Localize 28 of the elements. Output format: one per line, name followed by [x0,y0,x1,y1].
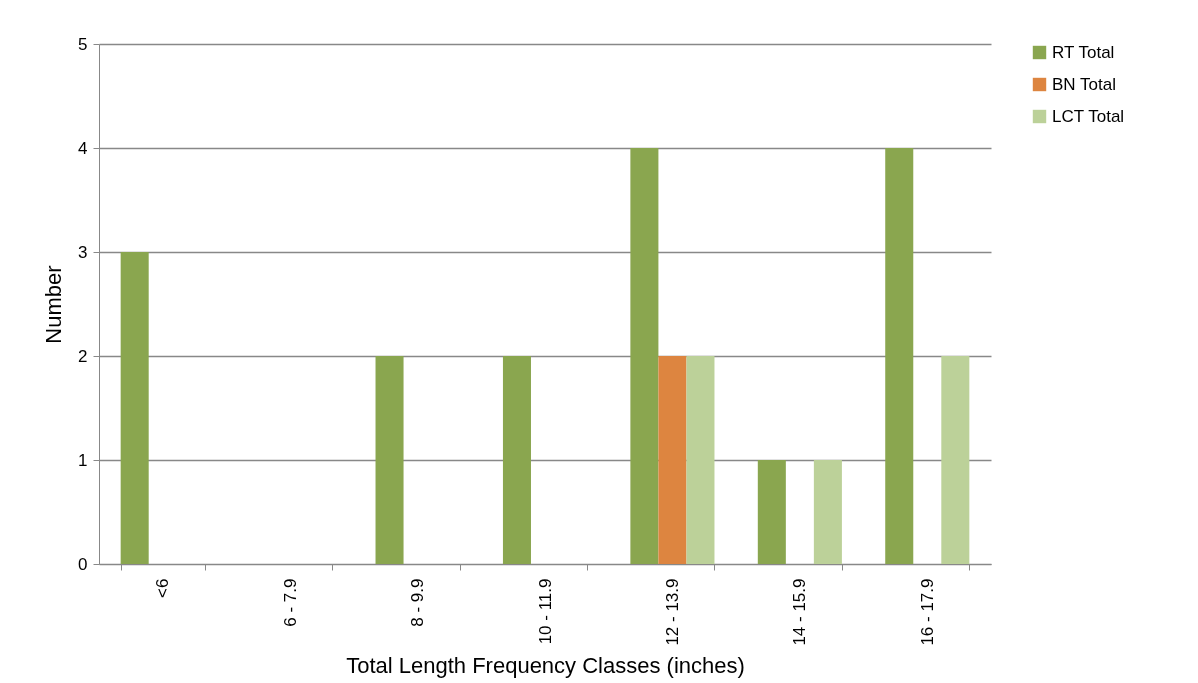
y-tick-label: 2 [78,346,88,366]
y-tick-label: 5 [78,34,88,54]
bar [375,356,404,564]
bar [658,356,687,564]
legend-label: RT Total [1052,42,1115,62]
y-tick-label: 3 [78,242,88,262]
x-tick-label: 12 - 13.9 [662,578,682,646]
bar [885,148,914,564]
x-tick-label: 8 - 9.9 [408,578,428,627]
bar [813,460,842,564]
y-tick-label: 1 [78,450,88,470]
y-tick-label: 4 [78,138,88,158]
bar [502,356,531,564]
x-tick-label: 10 - 11.9 [535,578,555,645]
legend-label: BN Total [1052,74,1116,94]
bar [630,148,659,564]
x-axis-title: Total Length Frequency Classes (inches) [346,652,745,678]
y-tick-label: 0 [78,554,88,574]
y-axis-title: Number [41,265,67,344]
bar [120,252,149,564]
x-tick-label: 6 - 7.9 [280,578,300,627]
x-tick-label: 14 - 15.9 [790,578,810,646]
x-tick-label: <6 [153,578,173,598]
bar [757,460,786,564]
bar [686,356,715,564]
bar [941,356,970,564]
legend-label: LCT Total [1052,106,1125,126]
x-tick-label: 16 - 17.9 [917,578,937,646]
